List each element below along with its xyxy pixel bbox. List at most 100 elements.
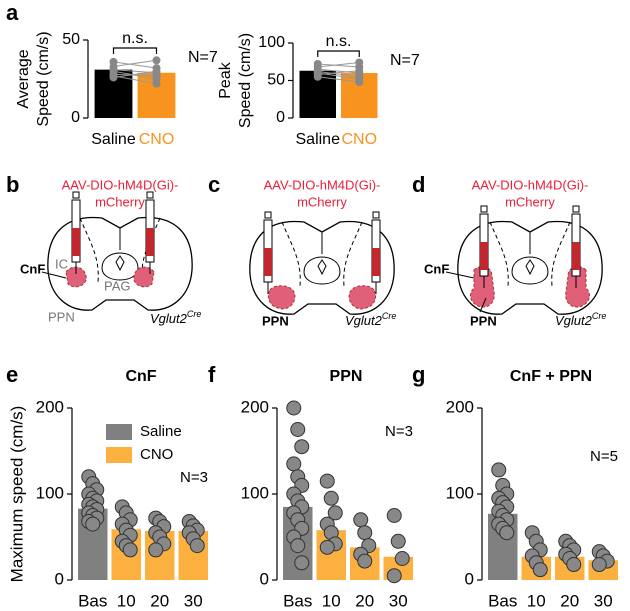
y-tick-label: 0 xyxy=(71,109,80,126)
y-axis-label: Peak xyxy=(217,61,234,98)
dot xyxy=(152,56,161,65)
n-label: N=7 xyxy=(188,49,218,66)
panel-b: b AAV-DIO-hM4D(Gi)- mCherry CnF IC PAG P… xyxy=(6,172,201,327)
panel-letter: a xyxy=(6,0,19,25)
x-tick-label: Bas xyxy=(78,591,107,610)
x-tick-label: 10 xyxy=(527,591,546,610)
dot xyxy=(294,555,310,571)
dot xyxy=(357,553,373,569)
x-tick-label: CNO xyxy=(341,131,377,148)
dot xyxy=(286,456,302,472)
n-label: N=3 xyxy=(180,469,208,486)
y-tick-label: 50 xyxy=(267,72,285,89)
panel-c: c AAV-DIO-hM4D(Gi)- mCherry PPN Vglut2Cr… xyxy=(208,172,396,329)
dot xyxy=(591,557,607,573)
dot xyxy=(148,542,164,558)
region-label: CnF xyxy=(424,261,449,276)
dot xyxy=(355,78,364,86)
virus-label: AAV-DIO-hM4D(Gi)- xyxy=(62,177,179,192)
significance-label: n.s. xyxy=(326,33,352,50)
chart-title: PPN xyxy=(330,368,363,385)
y-tick-label: 200 xyxy=(36,397,64,416)
x-tick-label: 30 xyxy=(389,591,408,610)
pointer xyxy=(41,271,67,279)
syringe xyxy=(145,191,155,275)
panel-d: d AAV-DIO-hM4D(Gi)- mCherry CnF PPN Vglu… xyxy=(412,172,606,329)
legend-swatch xyxy=(106,424,132,440)
x-tick-label: 30 xyxy=(184,591,203,610)
n-label: N=5 xyxy=(590,448,618,465)
y-axis-label: Speed (cm/s) xyxy=(35,31,52,126)
y-tick-label: 0 xyxy=(276,109,285,126)
x-tick-label: Saline xyxy=(91,131,136,148)
y-tick-label: 200 xyxy=(241,397,269,416)
dot xyxy=(394,551,410,566)
region-label: PPN xyxy=(48,309,75,324)
dot xyxy=(390,533,406,549)
virus-label: AAV-DIO-hM4D(Gi)- xyxy=(472,177,589,192)
panel-letter: d xyxy=(412,172,425,197)
syringe xyxy=(71,191,81,275)
y-axis-label: Maximum speed (cm/s) xyxy=(7,406,26,583)
panel-letter: e xyxy=(6,362,18,387)
mouse-line: Vglut2Cre xyxy=(345,311,396,328)
pair-line xyxy=(317,62,360,68)
legend-swatch xyxy=(106,447,132,463)
significance-bracket xyxy=(317,50,360,57)
legend-label: Saline xyxy=(140,423,182,440)
dot xyxy=(327,505,343,521)
y-tick-label: 0 xyxy=(260,569,269,588)
virus-label: AAV-DIO-hM4D(Gi)- xyxy=(264,177,381,192)
y-tick-label: 100 xyxy=(36,483,64,502)
chart-title: CnF + PPN xyxy=(510,368,592,385)
dot xyxy=(357,525,373,541)
injection-site xyxy=(267,285,377,310)
region-label: CnF xyxy=(20,261,45,276)
injection-site xyxy=(65,266,155,288)
virus-label: mCherry xyxy=(505,194,555,209)
y-tick-label: 0 xyxy=(465,569,474,588)
dot xyxy=(109,73,118,82)
dot xyxy=(290,422,306,437)
y-tick-label: 200 xyxy=(446,397,474,416)
brain-outline xyxy=(47,216,193,311)
dot xyxy=(319,473,335,489)
pair-line xyxy=(317,70,360,75)
pair-line xyxy=(317,63,360,68)
dot xyxy=(386,568,402,584)
y-tick-label: 100 xyxy=(446,483,474,502)
dot xyxy=(290,538,306,554)
significance-label: n.s. xyxy=(122,30,148,47)
dot xyxy=(313,72,322,81)
region-label: IC xyxy=(55,256,68,271)
pointer xyxy=(479,297,487,313)
syringe xyxy=(263,211,273,295)
syringe xyxy=(571,205,581,289)
pair-line xyxy=(113,70,157,78)
pair-line xyxy=(317,68,360,74)
dot xyxy=(355,66,364,75)
dot xyxy=(122,542,138,558)
n-label: N=3 xyxy=(385,423,413,440)
virus-label: mCherry xyxy=(297,194,347,209)
y-axis-label: Speed (cm/s) xyxy=(237,33,254,128)
x-tick-label: 30 xyxy=(594,591,613,610)
dot xyxy=(532,562,548,578)
panel-letter: f xyxy=(208,362,216,387)
panel-letter: c xyxy=(208,172,220,197)
x-tick-label: 20 xyxy=(150,591,169,610)
dot xyxy=(294,439,310,455)
dot xyxy=(386,508,402,523)
x-tick-label: Bas xyxy=(283,591,312,610)
panel-letter: b xyxy=(6,172,19,197)
chart-title: CnF xyxy=(125,368,156,385)
dot xyxy=(353,512,369,528)
x-tick-label: 20 xyxy=(355,591,374,610)
region-label: PPN xyxy=(262,313,289,328)
x-tick-label: 10 xyxy=(322,591,341,610)
dot xyxy=(355,58,364,67)
pointer xyxy=(445,271,475,279)
dot xyxy=(499,525,515,541)
